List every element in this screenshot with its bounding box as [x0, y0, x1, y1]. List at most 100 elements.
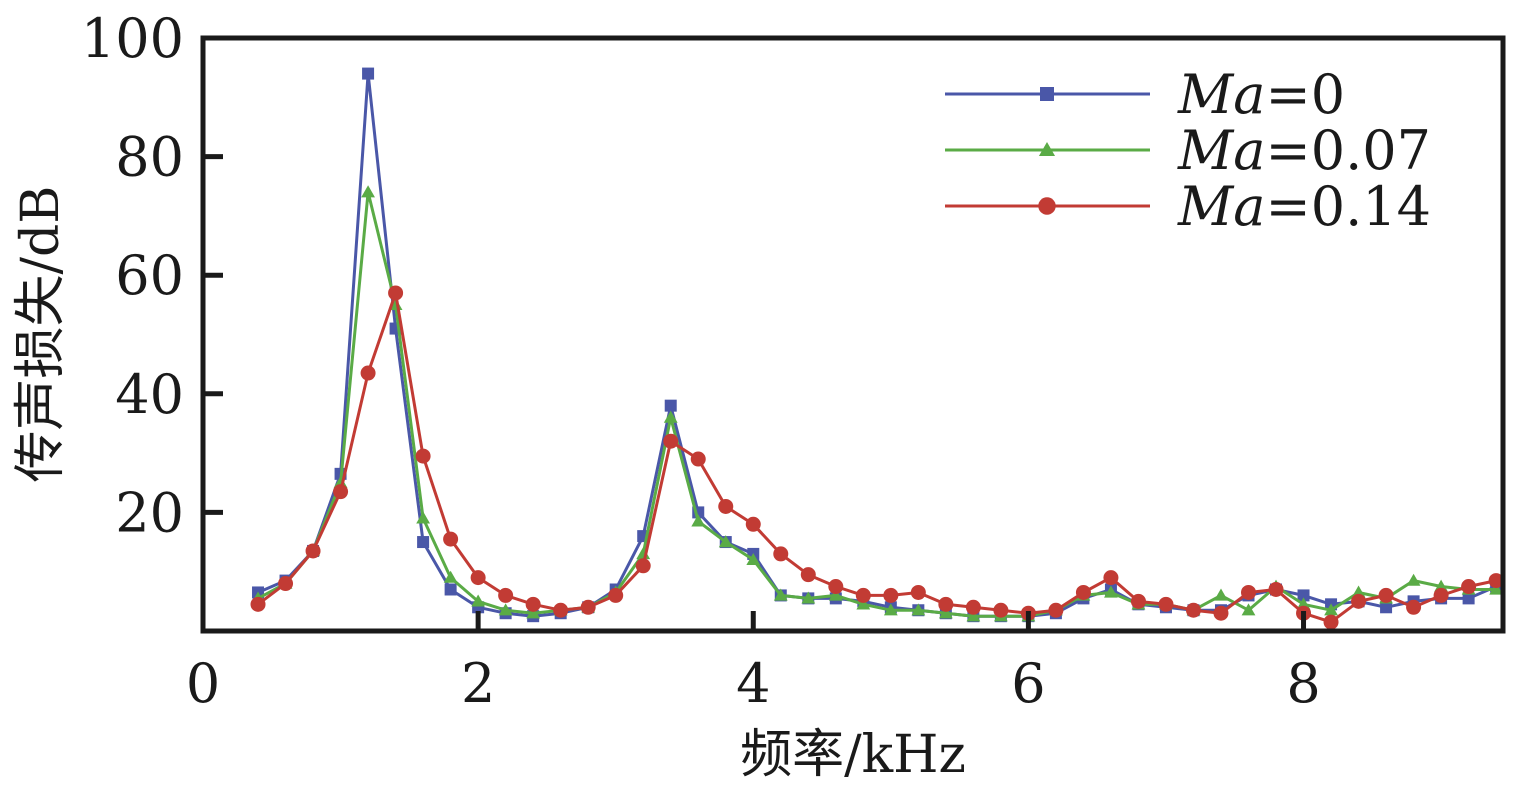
legend-item: Ma=0.14 — [945, 175, 1431, 238]
data-point — [1185, 602, 1201, 618]
data-point — [417, 536, 430, 549]
legend-item: Ma=0.07 — [945, 119, 1431, 182]
data-point — [1433, 587, 1449, 603]
data-point — [1075, 584, 1091, 600]
data-point — [801, 591, 816, 604]
data-point — [1324, 603, 1338, 616]
series-1 — [251, 185, 1504, 622]
data-point — [1130, 593, 1146, 609]
data-point — [1213, 605, 1229, 621]
data-point — [1323, 614, 1339, 630]
data-point — [635, 558, 651, 574]
data-point — [1488, 573, 1504, 589]
series-line-2 — [257, 291, 1497, 624]
data-point — [773, 588, 788, 601]
data-point — [1462, 592, 1475, 605]
data-point — [883, 603, 898, 616]
legend-marker — [1038, 141, 1056, 157]
data-point — [966, 609, 981, 622]
y-tick-label: 20 — [115, 481, 184, 544]
data-point — [965, 599, 981, 615]
series-line-1 — [257, 190, 1497, 618]
x-tick-label: 4 — [736, 652, 770, 715]
x-tick-label: 0 — [186, 652, 220, 715]
data-point — [1351, 593, 1367, 609]
data-point — [333, 484, 349, 500]
data-point — [938, 606, 953, 619]
legend-marker — [1040, 87, 1054, 101]
data-point — [498, 587, 514, 603]
data-point — [470, 570, 486, 586]
data-point — [828, 588, 843, 601]
data-point — [1268, 581, 1284, 597]
data-point — [663, 410, 678, 423]
data-point — [828, 579, 844, 595]
data-point — [1104, 585, 1118, 598]
data-point — [718, 498, 734, 514]
data-point — [911, 603, 926, 616]
legend-label: Ma=0 — [1177, 63, 1345, 126]
legend-label: Ma=0.07 — [1177, 119, 1431, 182]
data-point — [360, 365, 376, 381]
x-axis-title: 频率/kHz — [740, 725, 966, 785]
data-point — [1378, 587, 1394, 603]
data-point — [608, 587, 624, 603]
data-point — [1103, 570, 1119, 586]
data-point — [471, 594, 486, 607]
data-point — [305, 543, 321, 559]
data-point — [718, 535, 733, 548]
data-point — [333, 475, 348, 488]
data-point — [1461, 579, 1477, 595]
data-point — [444, 583, 457, 596]
data-point — [526, 606, 541, 619]
data-point — [525, 596, 541, 612]
data-point — [690, 451, 706, 467]
data-point — [938, 596, 954, 612]
data-point — [663, 433, 679, 449]
data-point — [745, 516, 761, 532]
data-point — [1296, 597, 1311, 610]
data-point — [746, 552, 761, 566]
data-point — [250, 596, 266, 612]
data-point — [278, 576, 294, 592]
data-point — [855, 587, 871, 603]
x-tick-label: 6 — [1011, 652, 1045, 715]
y-axis-title: 传声损失/dB — [11, 185, 71, 482]
data-point — [773, 546, 789, 562]
data-point — [1406, 573, 1421, 586]
series-line-0 — [257, 72, 1497, 618]
legend-item: Ma=0 — [945, 63, 1345, 126]
data-point — [1380, 601, 1393, 614]
y-tick-label: 40 — [115, 363, 184, 426]
ticks-layer: 0 2 4 6 8 20 40 60 80 100 — [81, 7, 1321, 715]
data-point — [443, 531, 459, 547]
data-point — [553, 602, 569, 618]
data-point — [388, 285, 404, 301]
data-point — [664, 399, 677, 412]
x-tick-label: 8 — [1286, 652, 1320, 715]
data-point — [1241, 584, 1257, 600]
data-point — [1158, 596, 1174, 612]
data-point — [498, 603, 513, 616]
data-point — [361, 185, 375, 198]
data-point — [856, 597, 871, 610]
data-point — [416, 511, 431, 524]
data-point — [1406, 599, 1422, 615]
data-point — [691, 514, 706, 527]
series-2 — [250, 285, 1504, 630]
data-point — [1297, 589, 1310, 602]
legend-marker — [1038, 197, 1056, 215]
data-point — [415, 448, 431, 464]
data-point — [1241, 603, 1256, 616]
data-point — [883, 587, 899, 603]
data-point — [1489, 582, 1504, 595]
data-point — [443, 570, 458, 583]
data-point — [1214, 588, 1228, 601]
data-point — [1048, 602, 1064, 618]
data-point — [800, 567, 816, 583]
y-tick-label: 100 — [81, 7, 184, 70]
data-point — [362, 67, 375, 80]
data-point — [1351, 585, 1366, 598]
